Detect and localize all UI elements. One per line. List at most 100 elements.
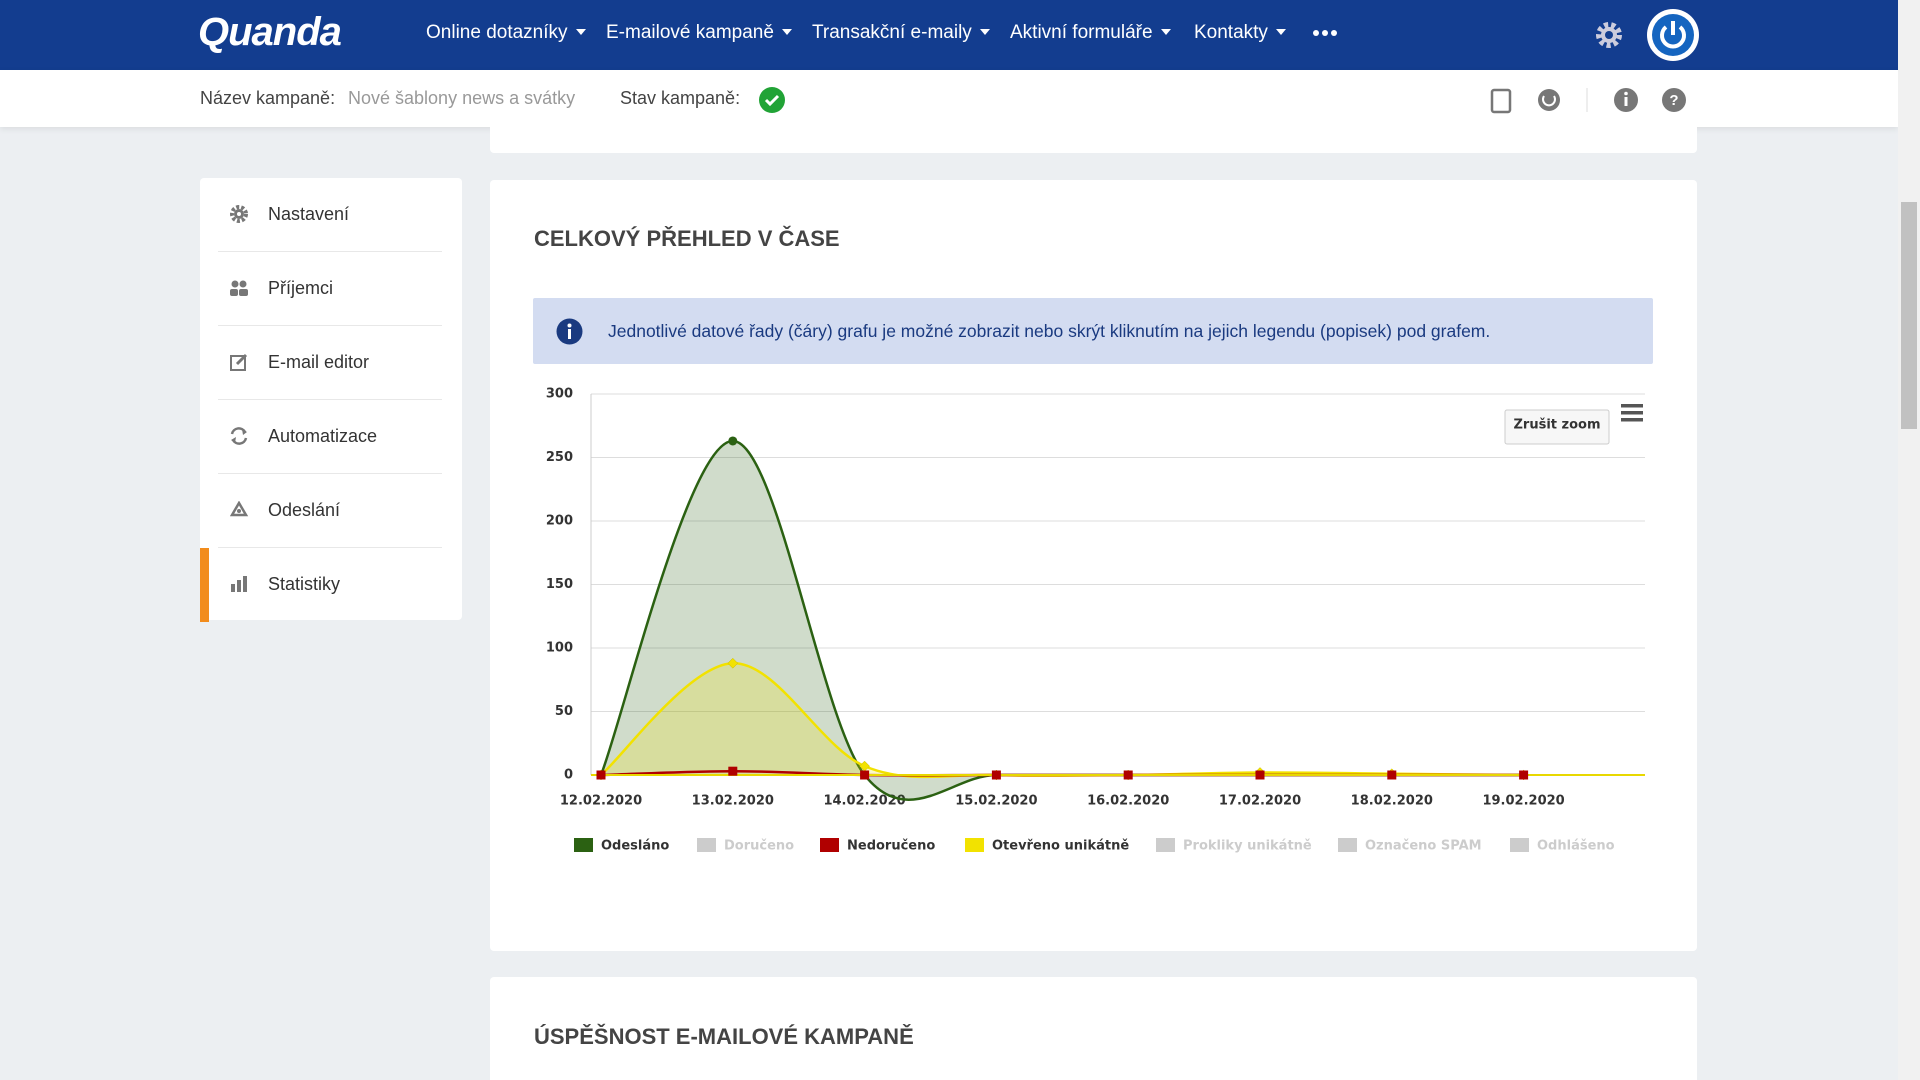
- button-bg: [1504, 409, 1610, 445]
- sidebar-label: Statistiky: [268, 574, 341, 594]
- success-card: [490, 977, 1697, 1080]
- label: Stav kampaně:: [620, 88, 741, 108]
- y-tick-label: 100: [546, 641, 573, 656]
- sidebar-item[interactable]: Příjemci: [218, 252, 442, 326]
- settings-icon[interactable]: [1594, 20, 1624, 50]
- legend-label: Otevřeno unikátně: [992, 839, 1129, 854]
- sidebar-label: Automatizace: [268, 426, 378, 446]
- legend-item[interactable]: Odesláno: [574, 838, 669, 854]
- more-menu[interactable]: [1312, 28, 1338, 38]
- label: Název kampaně:: [200, 88, 336, 108]
- point-marker: [727, 657, 739, 669]
- sidebar-label: Příjemci: [268, 278, 334, 298]
- legend-label: Doručeno: [724, 839, 794, 854]
- point-marker: [1387, 770, 1397, 780]
- chart-menu[interactable]: [1621, 404, 1643, 422]
- logo[interactable]: Quanda: [198, 10, 342, 54]
- info-box: Jednotlivé datové řady (čáry) grafu je m…: [533, 298, 1653, 364]
- scrollbar-thumb[interactable]: [1901, 202, 1917, 429]
- menu-bar: [1621, 411, 1643, 415]
- svg-text:?: ?: [1669, 92, 1678, 109]
- legend-swatch: [574, 838, 593, 852]
- nav-item[interactable]: Aktivní formuláře: [1010, 22, 1171, 44]
- sidebar-icon: [230, 427, 248, 445]
- status-ok-icon: [759, 87, 785, 113]
- campaign-bar: Název kampaně: Nové šablony news a svátk…: [0, 70, 1898, 127]
- legend-item[interactable]: Označeno SPAM: [1338, 838, 1482, 854]
- area-fill: [601, 663, 1524, 778]
- sidebar-item[interactable]: E-mail editor: [218, 326, 442, 400]
- sidebar-item[interactable]: Nastavení: [218, 178, 442, 252]
- active-indicator: [200, 548, 209, 622]
- point-marker: [1519, 770, 1529, 780]
- point-marker: [1123, 770, 1133, 780]
- legend-swatch: [965, 838, 984, 852]
- menu-bar: [1621, 404, 1643, 408]
- legend-item[interactable]: Odhlášeno: [1510, 838, 1615, 854]
- menu-bar: [1621, 418, 1643, 422]
- campaign-name: Nové šablony news a svátky: [348, 88, 576, 108]
- y-tick-label: 200: [546, 514, 573, 529]
- legend-label: Prokliky unikátně: [1183, 839, 1312, 854]
- y-tick-label: 150: [546, 577, 573, 592]
- sidebar-icon: [231, 576, 247, 592]
- sidebar-item[interactable]: Odeslání: [218, 474, 442, 548]
- sidebar-icon: [230, 280, 248, 296]
- reset-zoom-button[interactable]: Zrušit zoom: [1504, 409, 1610, 445]
- point-marker: [596, 770, 606, 780]
- y-tick-label: 250: [546, 450, 573, 465]
- area-fill: [601, 440, 1524, 800]
- button-label: Zrušit zoom: [1513, 418, 1600, 433]
- legend-item[interactable]: Prokliky unikátně: [1156, 838, 1312, 854]
- sidebar: Nastavení Příjemci E-mail editor Automatiza…: [200, 178, 462, 622]
- top-nav: Quanda Online dotazníky E-mailové kampan…: [0, 0, 1898, 70]
- nav-item[interactable]: Online dotazníky: [426, 22, 586, 44]
- legend-swatch: [820, 838, 839, 852]
- sidebar-label: Nastavení: [268, 204, 350, 224]
- sidebar-icon: [230, 353, 248, 371]
- legend-swatch: [697, 838, 716, 852]
- legend-label: Označeno SPAM: [1365, 839, 1482, 854]
- sidebar-icon: [230, 205, 248, 223]
- sidebar-icon: [230, 501, 249, 517]
- x-tick-label: 16.02.2020: [1087, 794, 1169, 809]
- legend-item[interactable]: Doručeno: [697, 838, 794, 854]
- y-tick-label: 50: [555, 704, 573, 719]
- x-tick-label: 15.02.2020: [955, 794, 1037, 809]
- point-marker: [728, 766, 738, 776]
- sidebar-label: Odeslání: [268, 500, 341, 520]
- legend-swatch: [1510, 838, 1529, 852]
- sidebar-item[interactable]: Statistiky: [218, 548, 442, 622]
- nav-item[interactable]: Transakční e-maily: [812, 22, 990, 44]
- point-marker: [1255, 770, 1265, 780]
- x-tick-label: 13.02.2020: [692, 794, 774, 809]
- x-tick-label: 17.02.2020: [1219, 794, 1301, 809]
- nav-item[interactable]: Kontakty: [1194, 22, 1286, 44]
- sidebar-label: E-mail editor: [268, 352, 370, 372]
- legend-label: Nedoručeno: [847, 839, 935, 854]
- previous-card: [490, 127, 1697, 153]
- sidebar-item[interactable]: Automatizace: [218, 400, 442, 474]
- nav-item[interactable]: E-mailové kampaně: [606, 22, 792, 44]
- point-marker: [860, 770, 870, 780]
- legend-swatch: [1156, 838, 1175, 852]
- x-tick-label: 19.02.2020: [1482, 794, 1564, 809]
- legend-item[interactable]: Otevřeno unikátně: [965, 838, 1129, 854]
- info-text: Jednotlivé datové řady (čáry) grafu je m…: [608, 321, 1491, 341]
- logout-button[interactable]: [1645, 7, 1701, 63]
- point-marker: [728, 436, 738, 446]
- legend-label: Odhlášeno: [1537, 839, 1615, 854]
- x-tick-label: 14.02.2020: [823, 794, 905, 809]
- y-tick-label: 300: [546, 387, 573, 402]
- toolbar-icons[interactable]: ?: [1488, 86, 1688, 114]
- legend-swatch: [1338, 838, 1357, 852]
- section-title: ÚSPĚŠNOST E-MAILOVÉ KAMPANĚ: [534, 1024, 914, 1049]
- legend-item[interactable]: Nedoručeno: [820, 838, 935, 854]
- scrollbar[interactable]: [1898, 0, 1920, 1080]
- legend-label: Odesláno: [601, 839, 669, 854]
- y-tick-label: 0: [564, 768, 573, 783]
- x-tick-label: 12.02.2020: [560, 794, 642, 809]
- x-tick-label: 18.02.2020: [1351, 794, 1433, 809]
- point-marker: [991, 770, 1001, 780]
